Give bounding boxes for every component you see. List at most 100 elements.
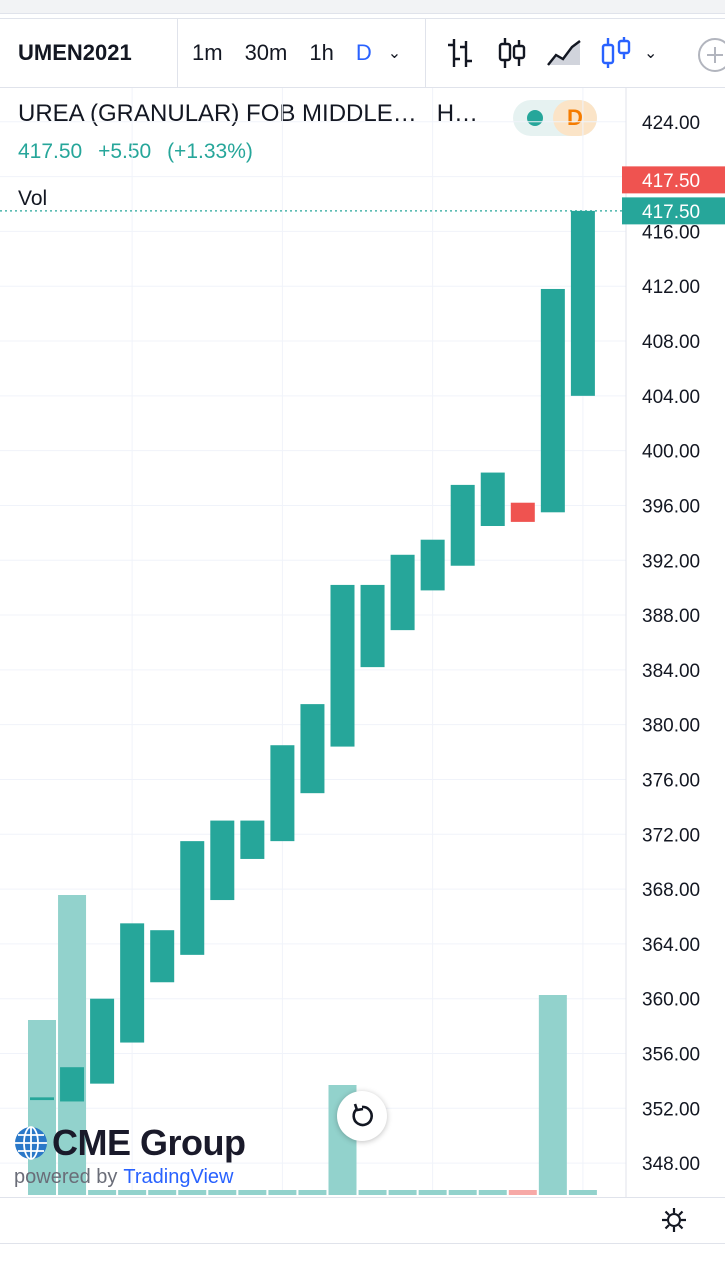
candles-style-icon[interactable] — [494, 35, 530, 71]
price-axis-label: 400.00 — [642, 442, 700, 463]
reset-icon — [352, 1103, 373, 1127]
volume-bar — [88, 1190, 117, 1195]
volume-bar — [538, 995, 567, 1195]
market-status-pill[interactable]: D — [513, 100, 597, 136]
last-price-tag — [622, 197, 725, 225]
cme-group-logo: CME Group — [14, 1122, 246, 1164]
price-axis-label: 412.00 — [642, 277, 700, 298]
add-indicator-icon[interactable] — [685, 37, 725, 77]
volume-legend-label: Vol — [18, 187, 48, 210]
delayed-data-badge[interactable]: D — [553, 100, 597, 136]
ask-price-tag — [622, 166, 725, 194]
price-axis-label: 380.00 — [642, 716, 700, 737]
price-axis[interactable]: 348.00 352.00 356.00 360.00 364.00 368.00 372.… — [642, 113, 700, 1175]
price-axis-label: 404.00 — [642, 387, 700, 408]
price-axis-label: 384.00 — [642, 661, 700, 682]
price-axis-label: 392.00 — [642, 551, 700, 572]
legend-change-percent: (+1.33%) — [167, 140, 253, 163]
area-style-icon[interactable] — [546, 35, 582, 71]
candle — [60, 1067, 85, 1102]
price-axis-label: 348.00 — [642, 1154, 700, 1175]
price-axis-label: 376.00 — [642, 770, 700, 791]
price-axis-label: 424.00 — [642, 113, 700, 134]
heikin-ashi-style-icon[interactable] — [598, 35, 634, 71]
volume-bar — [298, 1190, 327, 1195]
last-price-tag-text: 417.50 — [642, 202, 700, 223]
volume-bar — [418, 1190, 447, 1195]
candle — [210, 820, 235, 901]
candle — [360, 584, 385, 668]
volume-bar — [358, 1190, 387, 1195]
candle — [300, 704, 325, 794]
volume-bar — [268, 1190, 297, 1195]
interval-1m[interactable]: 1m — [192, 40, 223, 65]
price-axis-label: 364.00 — [642, 935, 700, 956]
volume-bar — [118, 1190, 147, 1195]
candle — [510, 502, 535, 522]
series-legend: UREA (GRANULAR) FOB MIDDLE… H… D 417.50 … — [18, 100, 597, 164]
tradingview-link[interactable]: TradingView — [123, 1166, 234, 1188]
interval-d[interactable]: D — [355, 40, 372, 65]
powered-by-text: powered by — [14, 1166, 118, 1188]
volume-bar — [388, 1190, 417, 1195]
price-axis-label: 372.00 — [642, 825, 700, 846]
volume-bar — [568, 1190, 597, 1195]
volume-bar — [508, 1190, 537, 1195]
interval-1h[interactable]: 1h — [309, 40, 334, 65]
legend-price-row: 417.50 +5.50 (+1.33%) — [18, 140, 478, 164]
candle — [390, 554, 415, 631]
candle — [540, 288, 565, 513]
volume-bar — [238, 1190, 267, 1195]
style-chevron-down-icon[interactable]: ⌄ — [644, 45, 658, 62]
candle — [480, 472, 505, 527]
candle — [450, 484, 475, 566]
candles — [30, 210, 595, 1102]
gear-icon[interactable] — [660, 1206, 688, 1234]
market-open-dot-icon — [527, 110, 543, 126]
symbol-button[interactable]: UMEN2021 — [0, 19, 178, 87]
bars-style-icon[interactable] — [442, 35, 478, 71]
price-axis-label: 356.00 — [642, 1045, 700, 1066]
chart-style-group: ⌄ — [426, 19, 725, 87]
price-axis-label: 416.00 — [642, 222, 700, 243]
time-axis-bar — [0, 1197, 725, 1244]
interval-group: 1m 30m 1h D ⌄ — [178, 19, 426, 87]
chart-toolbar: UMEN2021 1m 30m 1h D ⌄ ⌄ — [0, 18, 725, 88]
price-axis-label: 396.00 — [642, 496, 700, 517]
globe-icon — [15, 1126, 47, 1160]
candle — [30, 1097, 54, 1101]
ask-price-tag-text: 417.50 — [642, 171, 700, 192]
candle — [150, 930, 175, 983]
price-axis-label: 388.00 — [642, 606, 700, 627]
top-strip — [0, 0, 725, 14]
candle — [270, 745, 295, 842]
legend-title-row: UREA (GRANULAR) FOB MIDDLE… H… — [18, 100, 478, 128]
candle — [120, 923, 145, 1043]
chart-grid — [0, 88, 626, 1195]
price-axis-label: 368.00 — [642, 880, 700, 901]
candle — [180, 841, 205, 955]
reset-chart-button[interactable] — [337, 1091, 387, 1141]
interval-30m[interactable]: 30m — [244, 40, 288, 65]
candle — [330, 584, 355, 747]
interval-chevron-down-icon[interactable]: ⌄ — [387, 45, 402, 62]
candle — [570, 210, 595, 396]
legend-last-price: 417.50 — [18, 140, 83, 163]
volume-bar — [478, 1190, 507, 1195]
candle — [90, 998, 115, 1084]
volume-bar — [178, 1190, 207, 1195]
series-title: UREA (GRANULAR) FOB MIDDLE… — [18, 100, 417, 127]
price-chart[interactable]: 348.00 352.00 356.00 360.00 364.00 368.00 372.… — [0, 0, 725, 1197]
price-axis-label: 352.00 — [642, 1099, 700, 1120]
volume-bar — [208, 1190, 237, 1195]
series-title-suffix: H… — [436, 100, 479, 127]
price-tags: 417.50 417.50 — [622, 166, 725, 225]
candle — [420, 539, 445, 591]
cme-group-text: CME Group — [52, 1122, 246, 1163]
price-axis-label: 360.00 — [642, 990, 700, 1011]
legend-change: +5.50 — [98, 140, 152, 163]
price-axis-label: 408.00 — [642, 332, 700, 353]
branding: CME Group powered by TradingView — [14, 1122, 246, 1189]
candle — [240, 820, 265, 859]
powered-by: powered by TradingView — [14, 1166, 245, 1189]
